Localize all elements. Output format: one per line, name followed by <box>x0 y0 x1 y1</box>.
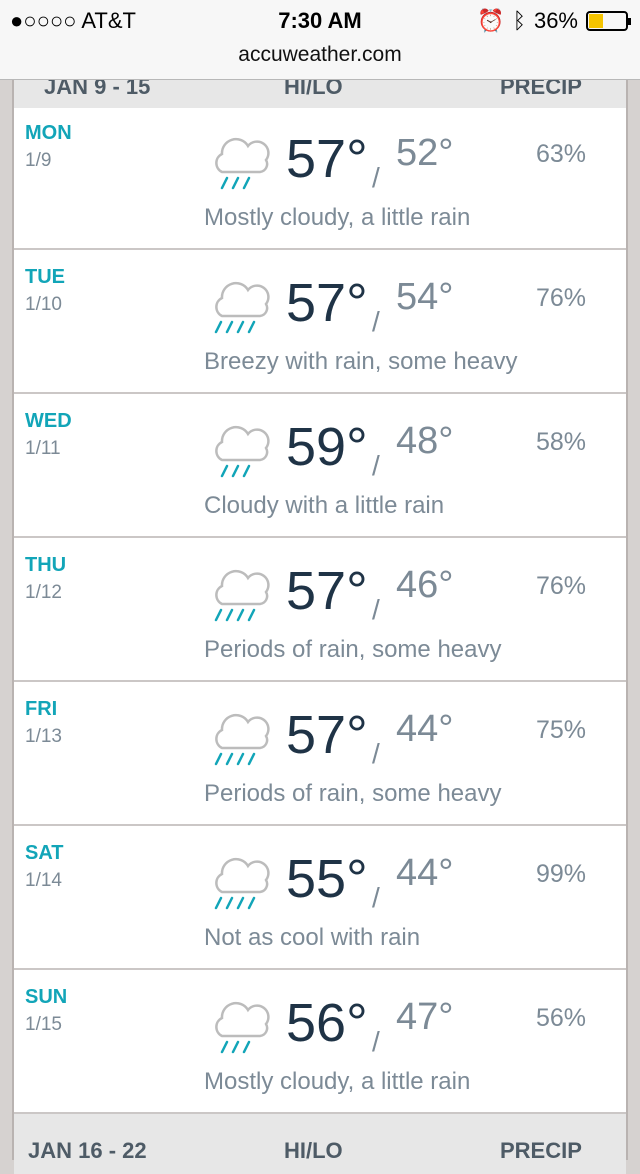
forecast-row[interactable]: SUN 1/15 56° / 47° 56% Mostly cloudy, a … <box>14 970 626 1114</box>
low-temp: 47° <box>396 996 454 1038</box>
low-temp: 46° <box>396 564 454 606</box>
forecast-row[interactable]: TUE 1/10 57° / 54° 76% Breezy with rain,… <box>14 250 626 394</box>
cloud-light-rain-icon <box>215 1001 270 1054</box>
high-temp: 56° <box>286 993 368 1053</box>
high-temp: 57° <box>286 705 368 765</box>
battery-percent: 36% <box>533 8 578 33</box>
precip-chance: 76% <box>535 284 586 312</box>
forecast-description: Not as cool with rain <box>204 924 421 951</box>
day-date: 1/10 <box>25 294 62 315</box>
precip-chance: 75% <box>535 716 586 744</box>
precip-chance: 58% <box>535 428 586 456</box>
battery-icon <box>586 11 631 31</box>
day-date: 1/12 <box>25 582 62 603</box>
cloud-light-rain-icon <box>215 137 270 190</box>
day-date: 1/11 <box>25 438 61 459</box>
day-name: SUN <box>25 986 68 1008</box>
forecast-description: Breezy with rain, some heavy <box>204 348 518 375</box>
day-name: MON <box>25 122 72 144</box>
high-temp: 55° <box>286 849 368 909</box>
high-temp: 57° <box>286 273 368 333</box>
alarm-icon: ⏰ <box>477 8 505 33</box>
temp-separator: / <box>372 450 380 481</box>
url-bar[interactable]: accuweather.com <box>238 43 402 66</box>
status-bar: ●○○○○ AT&T 7:30 AM ⏰ ᛒ 36% accuweather.c… <box>0 0 640 80</box>
temp-separator: / <box>372 738 380 769</box>
temp-separator: / <box>372 162 380 193</box>
temp-separator: / <box>372 594 380 625</box>
cloud-heavy-rain-icon <box>214 857 270 910</box>
forecast-row[interactable]: SAT 1/14 55° / 44° 99% Not as cool with … <box>14 826 626 970</box>
high-temp: 57° <box>286 129 368 189</box>
forecast-description: Periods of rain, some heavy <box>204 780 502 807</box>
forecast-row[interactable]: FRI 1/13 57° / 44° 75% Periods of rain, … <box>14 682 626 826</box>
low-temp: 44° <box>396 852 454 894</box>
precip-chance: 99% <box>535 860 586 888</box>
high-temp: 59° <box>286 417 368 477</box>
week-header-next: JAN 16 - 22 HI/LO PRECIP <box>14 1114 626 1174</box>
hilo-label: HI/LO <box>284 1138 343 1163</box>
day-date: 1/14 <box>25 870 62 891</box>
carrier: ●○○○○ AT&T <box>10 8 136 33</box>
forecast-row[interactable]: WED 1/11 59° / 48° 58% Cloudy with a lit… <box>14 394 626 538</box>
forecast-row[interactable]: MON 1/9 57° / 52° 63% Mostly cloudy, a l… <box>14 106 626 250</box>
day-name: TUE <box>25 266 65 288</box>
forecast-description: Mostly cloudy, a little rain <box>204 1068 471 1095</box>
precip-chance: 63% <box>535 140 586 168</box>
precip-chance: 76% <box>535 572 586 600</box>
day-name: THU <box>25 554 67 576</box>
precip-label: PRECIP <box>500 1138 582 1163</box>
day-date: 1/15 <box>25 1014 62 1035</box>
week-range: JAN 16 - 22 <box>28 1138 147 1163</box>
forecast-description: Periods of rain, some heavy <box>204 636 502 663</box>
temp-separator: / <box>372 882 380 913</box>
low-temp: 44° <box>396 708 454 750</box>
temp-separator: / <box>372 1026 380 1057</box>
day-name: SAT <box>25 842 64 864</box>
forecast-description: Cloudy with a little rain <box>204 492 445 519</box>
precip-chance: 56% <box>535 1004 586 1032</box>
cloud-heavy-rain-icon <box>214 281 270 334</box>
forecast-description: Mostly cloudy, a little rain <box>204 204 471 231</box>
cloud-heavy-rain-icon <box>214 569 270 622</box>
cloud-heavy-rain-icon <box>214 713 270 766</box>
low-temp: 52° <box>396 132 454 174</box>
cloud-light-rain-icon <box>215 425 270 478</box>
forecast-row[interactable]: THU 1/12 57° / 46° 76% Periods of rain, … <box>14 538 626 682</box>
day-name: WED <box>25 410 72 432</box>
low-temp: 54° <box>396 276 454 318</box>
bluetooth-icon: ᛒ <box>512 8 526 33</box>
high-temp: 57° <box>286 561 368 621</box>
low-temp: 48° <box>396 420 454 462</box>
day-date: 1/9 <box>25 150 52 171</box>
temp-separator: / <box>372 306 380 337</box>
day-name: FRI <box>25 698 58 720</box>
day-date: 1/13 <box>25 726 62 747</box>
forecast-card: JAN 9 - 15 HI/LO PRECIP MON 1/9 57° / 52… <box>12 60 628 1174</box>
